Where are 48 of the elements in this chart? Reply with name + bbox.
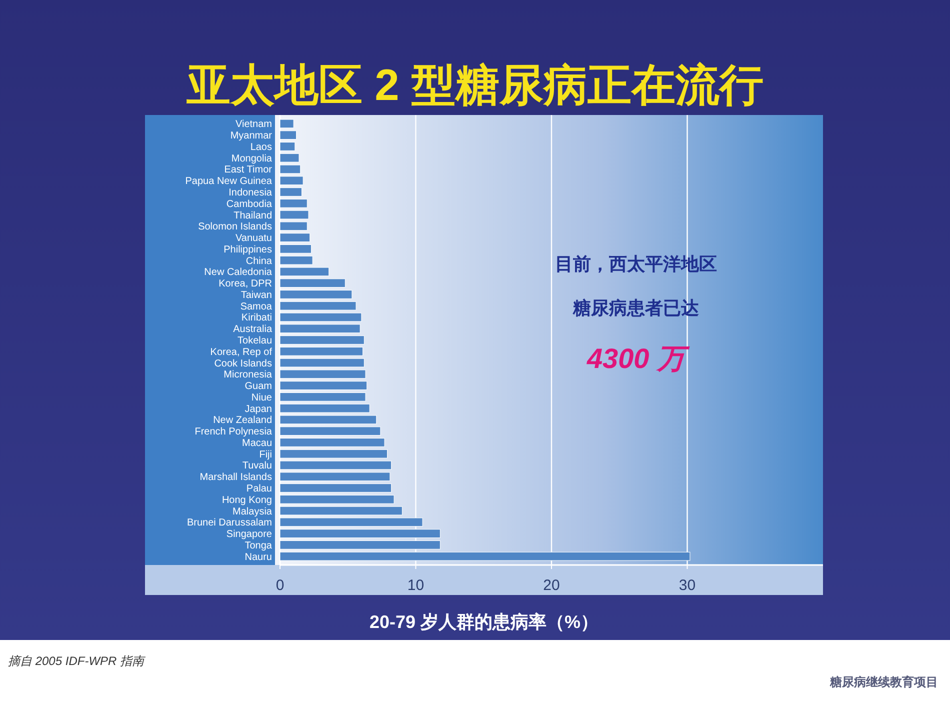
y-tick-label: Mongolia bbox=[231, 153, 272, 164]
x-tick-label: 30 bbox=[678, 577, 696, 594]
y-tick-label: Cambodia bbox=[226, 198, 272, 210]
y-tick-label: Nauru bbox=[244, 552, 272, 563]
text: 摘自 2005 IDF-WPR 指南 bbox=[8, 654, 146, 668]
y-tick-label: Papua New Guinea bbox=[185, 176, 272, 188]
y-tick-label: Philippines bbox=[224, 244, 272, 256]
y-tick-label: Fiji bbox=[259, 449, 272, 460]
y-tick-label: Korea, DPR bbox=[218, 278, 272, 290]
y-tick-label: Solomon Islands bbox=[198, 222, 272, 233]
y-tick-label: Palau bbox=[246, 484, 272, 494]
y-tick-label: Vanuatu bbox=[235, 233, 272, 244]
text: 糖尿病继续教育项目 bbox=[829, 675, 938, 689]
y-tick-label: Taiwan bbox=[240, 290, 272, 301]
chart-title: 亚太地区 2 型糖尿病正在流行 bbox=[186, 61, 764, 110]
y-tick-label: New Zealand bbox=[213, 415, 272, 426]
x-axis-title: 20-79 岁人群的患病率（%） bbox=[369, 612, 599, 632]
annotation: 4300 万 bbox=[586, 343, 690, 374]
x-tick-label: 20 bbox=[543, 577, 560, 594]
y-tick-label: Indonesia bbox=[228, 188, 272, 198]
y-tick-label: Malaysia bbox=[232, 506, 272, 518]
y-tick-label: Micronesia bbox=[224, 370, 272, 381]
y-tick-label: French Polynesia bbox=[194, 426, 272, 438]
y-tick-label: Cook Islands bbox=[214, 358, 272, 370]
y-tick-label: Thailand bbox=[234, 210, 272, 222]
y-tick-label: Samoa bbox=[240, 301, 272, 312]
y-tick-label: Macau bbox=[242, 438, 272, 449]
y-tick-label: Tonga bbox=[244, 540, 272, 552]
y-tick-label: Laos bbox=[250, 142, 272, 153]
x-tick-label: 10 bbox=[407, 577, 424, 594]
y-tick-label: Brunei Darussalam bbox=[186, 518, 272, 529]
y-tick-label: China bbox=[246, 256, 272, 267]
y-tick-label: Singapore bbox=[226, 529, 272, 540]
y-tick-label: Hong Kong bbox=[222, 494, 272, 506]
y-tick-label: Marshall Islands bbox=[200, 472, 272, 484]
y-tick-label: Vietnam bbox=[235, 119, 272, 130]
y-tick-label: East Timor bbox=[224, 164, 273, 176]
y-tick-label: New Caledonia bbox=[204, 267, 272, 278]
y-tick-label: Tokelau bbox=[238, 336, 272, 346]
y-tick-label: Niue bbox=[251, 392, 272, 404]
y-tick-label: Kiribati bbox=[241, 312, 272, 324]
y-tick-label: Australia bbox=[233, 324, 272, 336]
y-tick-label: Tuvalu bbox=[242, 460, 272, 472]
y-tick-label: Korea, Rep of bbox=[210, 346, 272, 358]
y-tick-label: Japan bbox=[244, 404, 272, 415]
y-tick-label: Myanmar bbox=[230, 130, 273, 142]
y-tick-label: Guam bbox=[244, 381, 272, 392]
x-tick-label: 0 bbox=[276, 577, 284, 594]
